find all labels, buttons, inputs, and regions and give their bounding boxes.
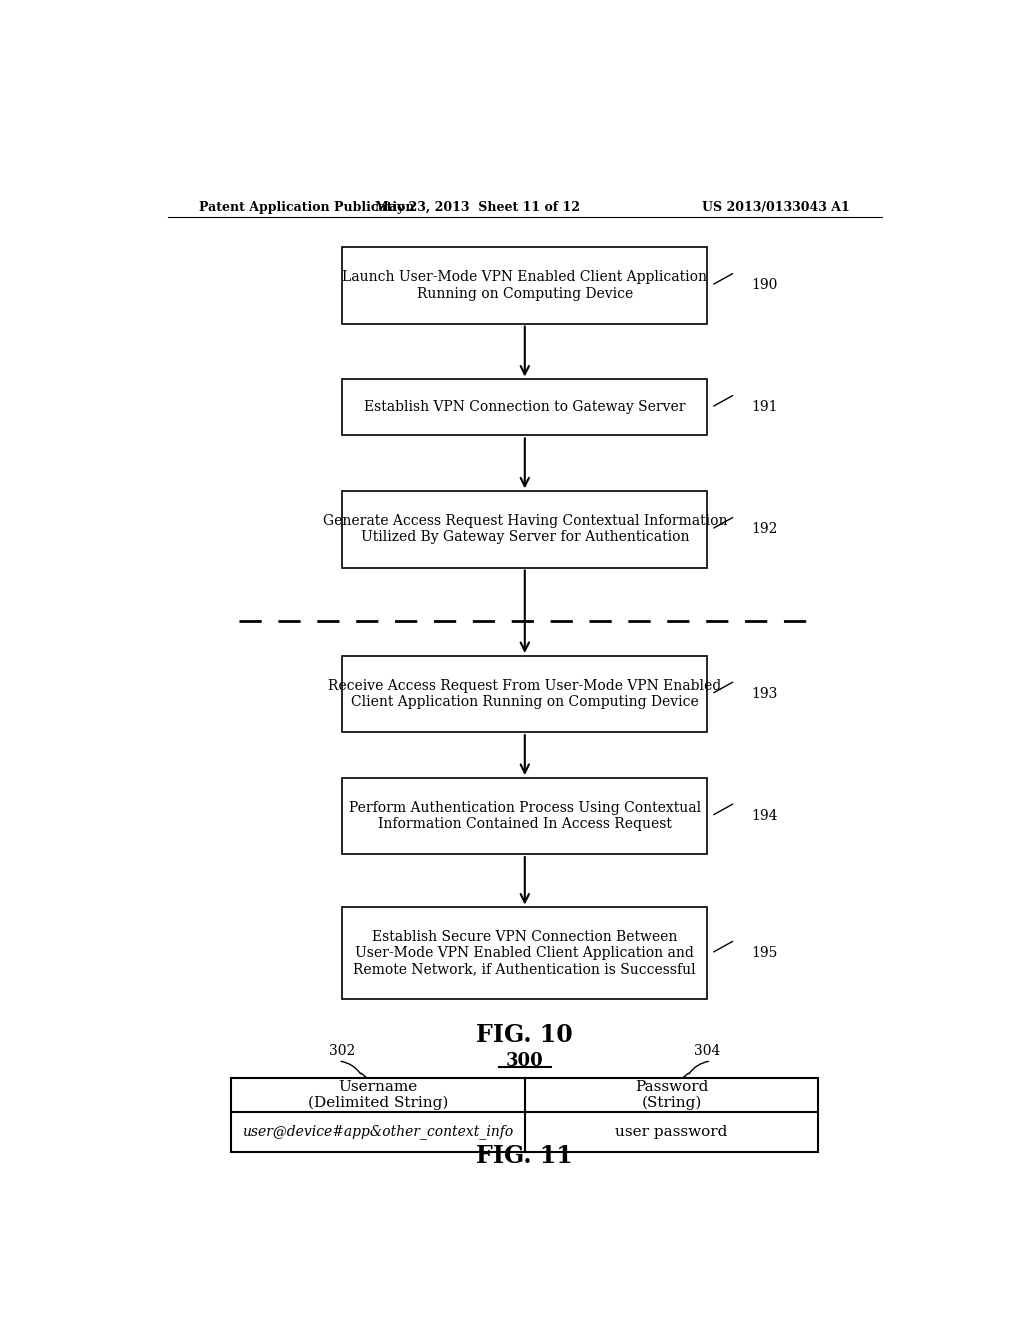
Text: Password
(String): Password (String) xyxy=(635,1080,709,1110)
Text: 194: 194 xyxy=(751,809,777,822)
Text: 190: 190 xyxy=(751,279,777,293)
Text: Launch User-Mode VPN Enabled Client Application
Running on Computing Device: Launch User-Mode VPN Enabled Client Appl… xyxy=(342,271,708,301)
Text: Establish Secure VPN Connection Between
User-Mode VPN Enabled Client Application: Establish Secure VPN Connection Between … xyxy=(353,931,696,977)
Text: Establish VPN Connection to Gateway Server: Establish VPN Connection to Gateway Serv… xyxy=(365,400,685,414)
Bar xyxy=(342,656,708,733)
Text: 195: 195 xyxy=(751,946,777,960)
Text: Generate Access Request Having Contextual Information
Utilized By Gateway Server: Generate Access Request Having Contextua… xyxy=(323,515,727,544)
Bar xyxy=(342,247,708,323)
Text: 193: 193 xyxy=(751,686,777,701)
Bar xyxy=(342,907,708,999)
Text: 191: 191 xyxy=(751,400,777,414)
Text: US 2013/0133043 A1: US 2013/0133043 A1 xyxy=(702,201,850,214)
Text: FIG. 11: FIG. 11 xyxy=(476,1143,573,1168)
Bar xyxy=(231,1078,818,1152)
Text: 300: 300 xyxy=(506,1052,544,1071)
Text: user password: user password xyxy=(615,1125,728,1139)
Text: FIG. 10: FIG. 10 xyxy=(476,1023,573,1047)
Text: Username
(Delimited String): Username (Delimited String) xyxy=(308,1080,449,1110)
Text: 192: 192 xyxy=(751,523,777,536)
Text: Receive Access Request From User-Mode VPN Enabled
Client Application Running on : Receive Access Request From User-Mode VP… xyxy=(328,678,722,709)
Text: 304: 304 xyxy=(694,1044,721,1057)
Text: user@device#app&other_context_info: user@device#app&other_context_info xyxy=(243,1125,514,1139)
Bar xyxy=(342,777,708,854)
Text: Patent Application Publication: Patent Application Publication xyxy=(200,201,415,214)
Bar xyxy=(342,491,708,568)
Text: Perform Authentication Process Using Contextual
Information Contained In Access : Perform Authentication Process Using Con… xyxy=(349,801,700,832)
Bar xyxy=(342,379,708,436)
Text: 302: 302 xyxy=(329,1044,355,1057)
Text: May 23, 2013  Sheet 11 of 12: May 23, 2013 Sheet 11 of 12 xyxy=(375,201,580,214)
